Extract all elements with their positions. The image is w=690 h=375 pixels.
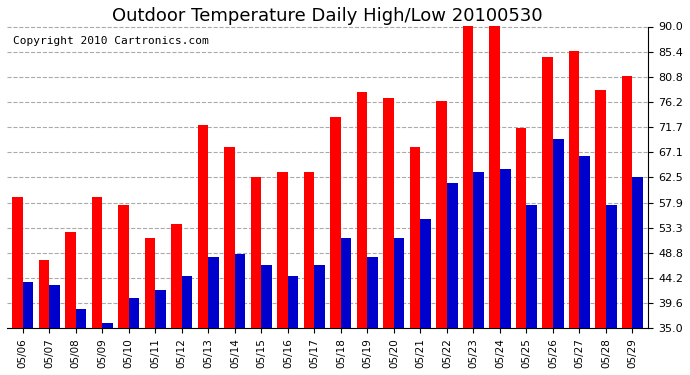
Bar [315,266,325,375]
Bar [155,290,166,375]
Bar [208,257,219,375]
Bar [410,147,420,375]
Bar [542,57,553,375]
Bar [12,197,23,375]
Bar [553,139,564,375]
Bar [50,285,60,375]
Bar [436,100,447,375]
Bar [447,183,457,375]
Bar [367,257,378,375]
Bar [92,197,102,375]
Bar [102,323,113,375]
Bar [606,205,617,375]
Bar [277,172,288,375]
Bar [182,276,193,375]
Bar [288,276,299,375]
Bar [526,205,537,375]
Bar [198,125,208,375]
Bar [633,177,643,375]
Bar [569,51,580,375]
Bar [129,298,139,375]
Bar [463,24,473,375]
Bar [394,238,404,375]
Bar [145,238,155,375]
Bar [516,128,526,375]
Bar [420,219,431,375]
Bar [595,90,606,375]
Title: Outdoor Temperature Daily High/Low 20100530: Outdoor Temperature Daily High/Low 20100… [112,7,543,25]
Bar [235,254,246,375]
Bar [500,169,511,375]
Bar [39,260,50,375]
Bar [357,92,367,375]
Bar [473,172,484,375]
Bar [489,24,500,375]
Bar [341,238,351,375]
Bar [76,309,86,375]
Bar [171,224,182,375]
Text: Copyright 2010 Cartronics.com: Copyright 2010 Cartronics.com [13,36,209,45]
Bar [66,232,76,375]
Bar [224,147,235,375]
Bar [331,117,341,375]
Bar [622,76,633,375]
Bar [384,98,394,375]
Bar [304,172,315,375]
Bar [250,177,262,375]
Bar [262,266,272,375]
Bar [23,282,33,375]
Bar [118,205,129,375]
Bar [580,156,590,375]
